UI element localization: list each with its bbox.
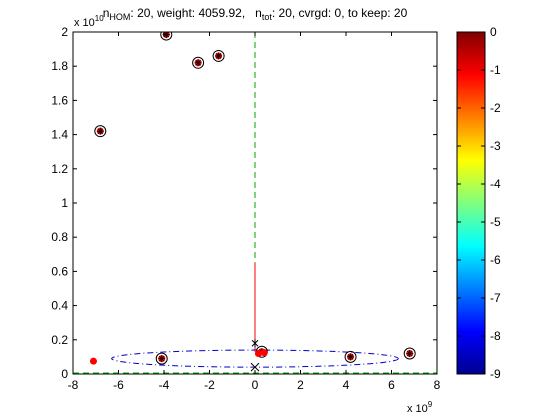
- title-part2: : 20, cvrgd: 0, to keep: 20: [272, 6, 408, 20]
- y-tick-label: 1.8: [51, 59, 68, 73]
- center-x-marker: [250, 362, 260, 372]
- data-point: [89, 357, 97, 365]
- data-point-fill: [89, 357, 97, 365]
- y-tick-label: 0: [61, 367, 68, 381]
- x-tick-label: 2: [297, 378, 304, 392]
- data-point: [155, 352, 168, 365]
- data-point-star: [158, 355, 166, 363]
- y-tick-label: 0.2: [51, 333, 68, 347]
- data-point-fill: [254, 349, 262, 357]
- data-point-ring: [344, 350, 357, 363]
- colorbar-tick-label: -5: [490, 215, 501, 229]
- x-tick-label: -8: [68, 378, 79, 392]
- colorbar-tick-label: -2: [490, 101, 501, 115]
- y-tick-label: 0.4: [51, 299, 68, 313]
- data-point-ring: [192, 56, 205, 69]
- colorbar-tick-label: -4: [490, 177, 501, 191]
- x-mult-base: x 10: [407, 403, 428, 415]
- colorbar-tick-label: -7: [490, 291, 501, 305]
- colorbar-tick-label: -9: [490, 367, 501, 381]
- colorbar-tick-label: -6: [490, 253, 501, 267]
- colorbar-tick-label: -1: [490, 63, 501, 77]
- data-point: [344, 350, 357, 363]
- title-n-hom-sub: HOM: [109, 12, 130, 22]
- title-part1: : 20, weight: 4059.92,: [130, 6, 245, 20]
- data-point-ring: [155, 352, 168, 365]
- colorbar-tick-label: -3: [490, 139, 501, 153]
- y-tick-label: 1: [61, 196, 68, 210]
- data-point-star: [96, 127, 104, 135]
- data-point-ring: [212, 49, 225, 62]
- y-axis: 0 0.2 0.4 0.6 0.8 1 1.2 1.4 1.6 1.8 2: [51, 25, 437, 381]
- colorbar-axis: 0 -1 -2 -3 -4 -5 -6 -7 -8 -9: [457, 25, 501, 381]
- data-point-star: [194, 59, 202, 67]
- data-point-ring: [403, 347, 416, 360]
- x-tick-label: 4: [343, 378, 350, 392]
- data-point-star: [347, 353, 355, 361]
- title-n-hom: n: [103, 6, 110, 20]
- x-tick-label: -2: [204, 378, 215, 392]
- x-tick-label: -4: [159, 378, 170, 392]
- y-tick-label: 1.6: [51, 93, 68, 107]
- title-n-tot: n: [255, 6, 262, 20]
- x-mult-exp: 9: [428, 400, 433, 409]
- x-axis-multiplier: x 109: [407, 400, 433, 415]
- x-axis: -8 -6 -4 -2 0 2 4 6 8: [68, 32, 441, 392]
- data-point: [403, 347, 416, 360]
- x-tick-label: 0: [252, 378, 259, 392]
- data-point-ring: [94, 125, 107, 138]
- colorbar: [456, 31, 486, 375]
- y-tick-label: 1.4: [51, 128, 68, 142]
- data-point: [260, 349, 268, 357]
- chart-title: nHOM: 20, weight: 4059.92, ntot: 20, cvrg…: [103, 6, 408, 22]
- center-star-marker: [251, 339, 259, 348]
- plot-content: [73, 32, 437, 374]
- data-point-star: [406, 349, 414, 357]
- x-tick-label: -6: [113, 378, 124, 392]
- y-mult-base: x 10: [74, 17, 95, 29]
- y-mult-exp: 10: [95, 14, 104, 23]
- y-tick-label: 0.8: [51, 230, 68, 244]
- data-point: [192, 56, 205, 69]
- data-point-star: [162, 32, 170, 39]
- y-tick-label: 1.2: [51, 162, 68, 176]
- y-tick-label: 2: [61, 25, 68, 39]
- data-point-ring: [160, 32, 173, 41]
- data-point: [212, 49, 225, 62]
- y-axis-multiplier: x 1010: [74, 14, 104, 29]
- y-tick-label: 0.6: [51, 264, 68, 278]
- title-n-tot-sub: tot: [262, 12, 273, 22]
- data-point-fill: [260, 349, 268, 357]
- data-point-star: [215, 52, 223, 60]
- x-tick-label: 8: [434, 378, 441, 392]
- colorbar-tick-label: 0: [490, 25, 497, 39]
- x-tick-label: 6: [388, 378, 395, 392]
- data-point: [160, 32, 173, 41]
- data-point: [254, 349, 262, 357]
- colorbar-tick-label: -8: [490, 329, 501, 343]
- data-point: [94, 125, 107, 138]
